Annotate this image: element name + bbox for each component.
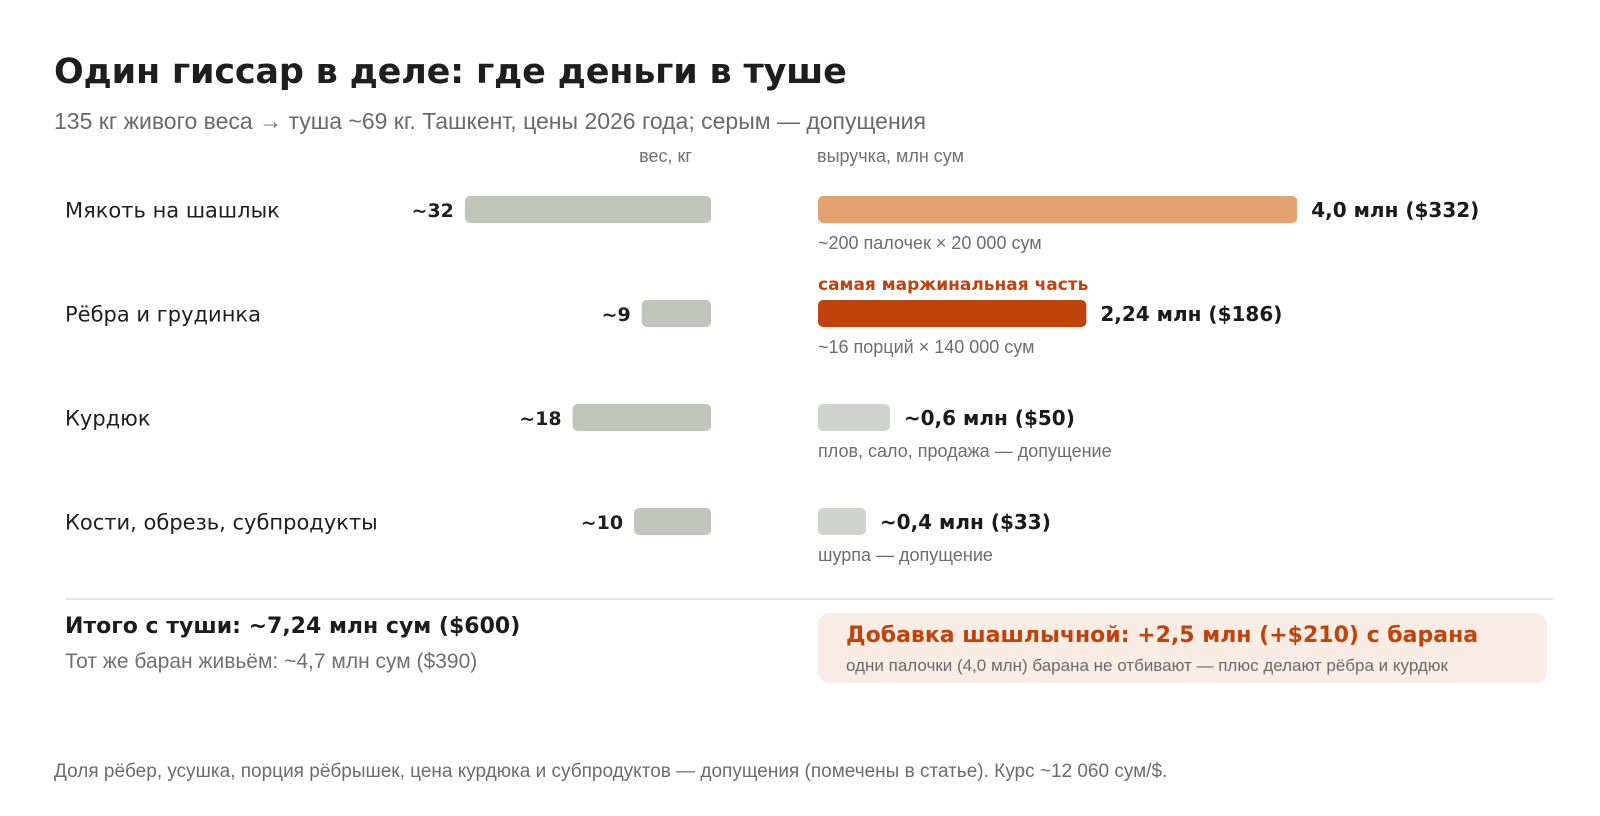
category-label: Рёбра и грудинка	[65, 303, 261, 327]
totals-title: Итого с туши: ~7,24 млн сум ($600)	[65, 614, 521, 639]
revenue-axis-label: выручка, млн сум	[817, 146, 964, 166]
revenue-bar	[818, 300, 1087, 327]
callout-note: одни палочки (4,0 млн) барана не отбиваю…	[846, 656, 1448, 675]
weight-bar	[634, 508, 711, 535]
chart-subtitle: 135 кг живого веса → туша ~69 кг. Ташкен…	[54, 108, 926, 134]
revenue-note-label: шурпа — допущение	[818, 545, 993, 565]
footnote: Доля рёбер, усушка, порция рёбрышек, цен…	[54, 761, 1168, 782]
revenue-flag-label: самая маржинальная часть	[818, 275, 1088, 295]
revenue-value-label: ~0,6 млн ($50)	[904, 406, 1075, 430]
weight-axis-label: вес, кг	[639, 146, 692, 166]
revenue-bar	[818, 508, 866, 535]
category-label: Мякоть на шашлык	[65, 199, 280, 223]
revenue-note-label: ~200 палочек × 20 000 сум	[818, 233, 1042, 253]
revenue-note-label: ~16 порций × 140 000 сум	[818, 337, 1034, 357]
revenue-bar	[818, 196, 1298, 223]
category-label: Кости, обрезь, субпродукты	[65, 511, 378, 535]
weight-value-label: ~10	[581, 512, 623, 534]
weight-bar	[641, 300, 711, 327]
category-label: Курдюк	[65, 407, 151, 431]
weight-value-label: ~32	[412, 200, 454, 222]
revenue-note-label: плов, сало, продажа — допущение	[818, 441, 1112, 461]
bar-chart: Мякоть на шашлык ~32 4,0 млн ($332) ~200 па…	[65, 196, 1479, 565]
revenue-value-label: 4,0 млн ($332)	[1311, 198, 1479, 222]
revenue-bar	[818, 404, 890, 431]
totals-divider	[65, 598, 1553, 600]
weight-value-label: ~18	[519, 408, 561, 430]
revenue-value-label: ~0,4 млн ($33)	[880, 510, 1051, 534]
revenue-value-label: 2,24 млн ($186)	[1100, 302, 1282, 326]
callout-title: Добавка шашлычной: +2,5 млн (+$210) с ба…	[846, 623, 1479, 648]
weight-bar	[464, 196, 711, 223]
totals-note: Тот же баран живьём: ~4,7 млн сум ($390)	[65, 650, 478, 673]
callout-box: Добавка шашлычной: +2,5 млн (+$210) с ба…	[818, 613, 1547, 683]
chart-title: Один гиссар в деле: где деньги в туше	[54, 52, 847, 92]
weight-bar	[572, 404, 711, 431]
weight-value-label: ~9	[602, 304, 631, 326]
